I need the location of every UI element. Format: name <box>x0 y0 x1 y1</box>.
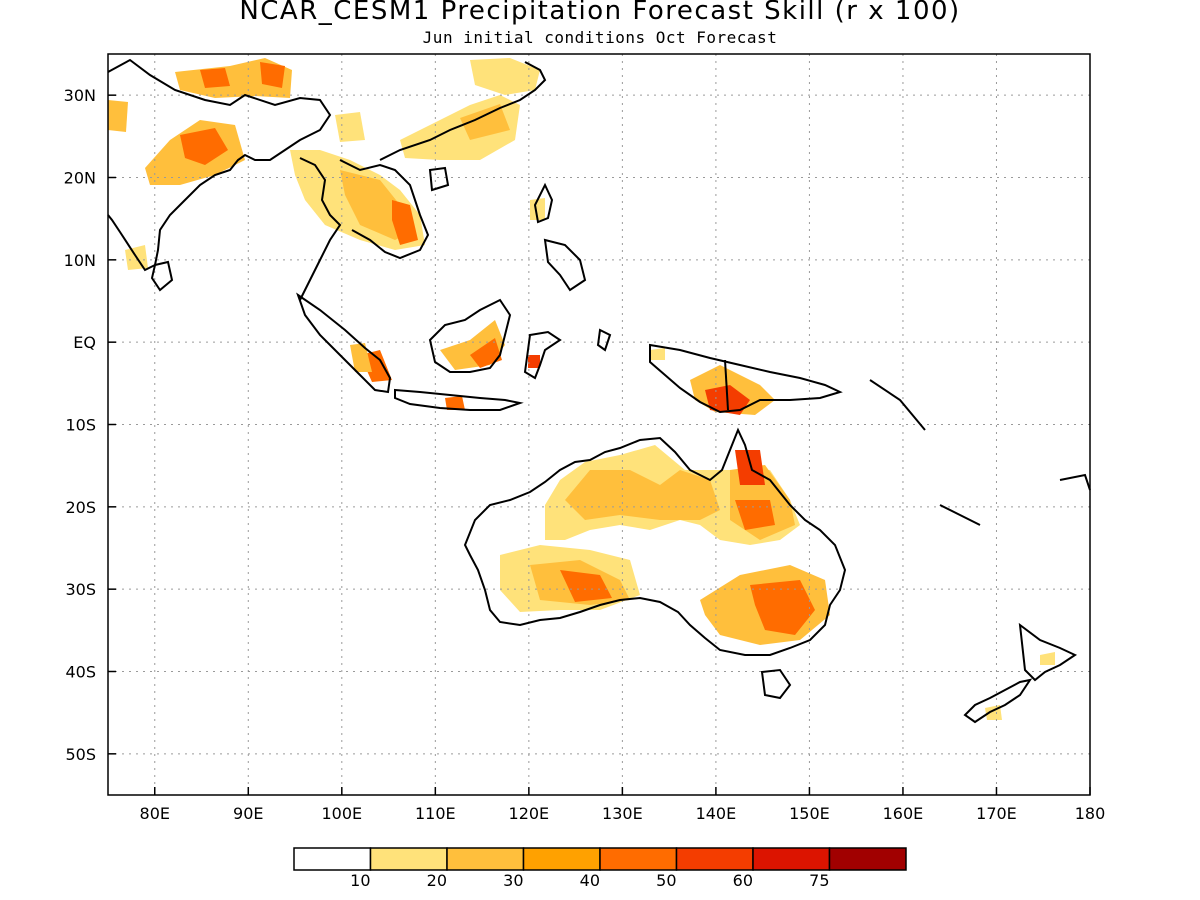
lon-tick-label: 100E <box>321 804 362 823</box>
colorbar-label: 40 <box>580 871 600 890</box>
lat-tick-label: 50S <box>65 745 96 764</box>
lon-tick-label: 150E <box>789 804 830 823</box>
map-title: NCAR_CESM1 Precipitation Forecast Skill … <box>239 0 961 26</box>
lon-tick-label: 160E <box>883 804 924 823</box>
lat-tick-label: 10N <box>64 251 96 270</box>
colorbar-swatch <box>675 847 754 871</box>
map-subtitle: Jun initial conditions Oct Forecast <box>422 28 778 47</box>
lon-tick-label: 110E <box>415 804 456 823</box>
longitude-labels: 80E 90E 100E 110E 120E 130E 140E 150E 160E 170E 18… <box>140 787 1106 823</box>
colorbar-label: 20 <box>427 871 447 890</box>
lat-tick-label: 40S <box>65 663 96 682</box>
colorbar: 10 20 30 40 50 60 75 <box>293 847 907 890</box>
lon-tick-label: 170E <box>976 804 1017 823</box>
lat-tick-label: 10S <box>65 416 96 435</box>
latitude-labels: 30N 20N 10N EQ 10S 20S 30S 40S 50S <box>64 86 116 764</box>
lat-tick-label: 20N <box>64 169 96 188</box>
lon-tick-label: 180 <box>1075 804 1106 823</box>
lat-tick-label: 30N <box>64 86 96 105</box>
colorbar-label: 10 <box>350 871 370 890</box>
colorbar-swatch <box>599 847 678 871</box>
colorbar-label: 30 <box>503 871 523 890</box>
colorbar-label: 60 <box>733 871 753 890</box>
colorbar-swatch <box>446 847 525 871</box>
lon-tick-label: 80E <box>140 804 170 823</box>
colorbar-swatch <box>293 847 372 871</box>
lat-tick-label: 30S <box>65 580 96 599</box>
colorbar-label: 50 <box>656 871 676 890</box>
lon-tick-label: 90E <box>233 804 263 823</box>
lat-tick-label: EQ <box>73 333 96 352</box>
gridlines <box>108 54 1090 795</box>
colorbar-label: 75 <box>809 871 829 890</box>
lon-tick-label: 140E <box>696 804 737 823</box>
coastlines <box>107 58 1091 724</box>
colorbar-swatch <box>752 847 831 871</box>
lon-tick-label: 130E <box>602 804 643 823</box>
lon-tick-label: 120E <box>509 804 550 823</box>
colorbar-swatch <box>828 847 907 871</box>
colorbar-swatch <box>522 847 601 871</box>
colorbar-swatch <box>369 847 448 871</box>
lat-tick-label: 20S <box>65 498 96 517</box>
